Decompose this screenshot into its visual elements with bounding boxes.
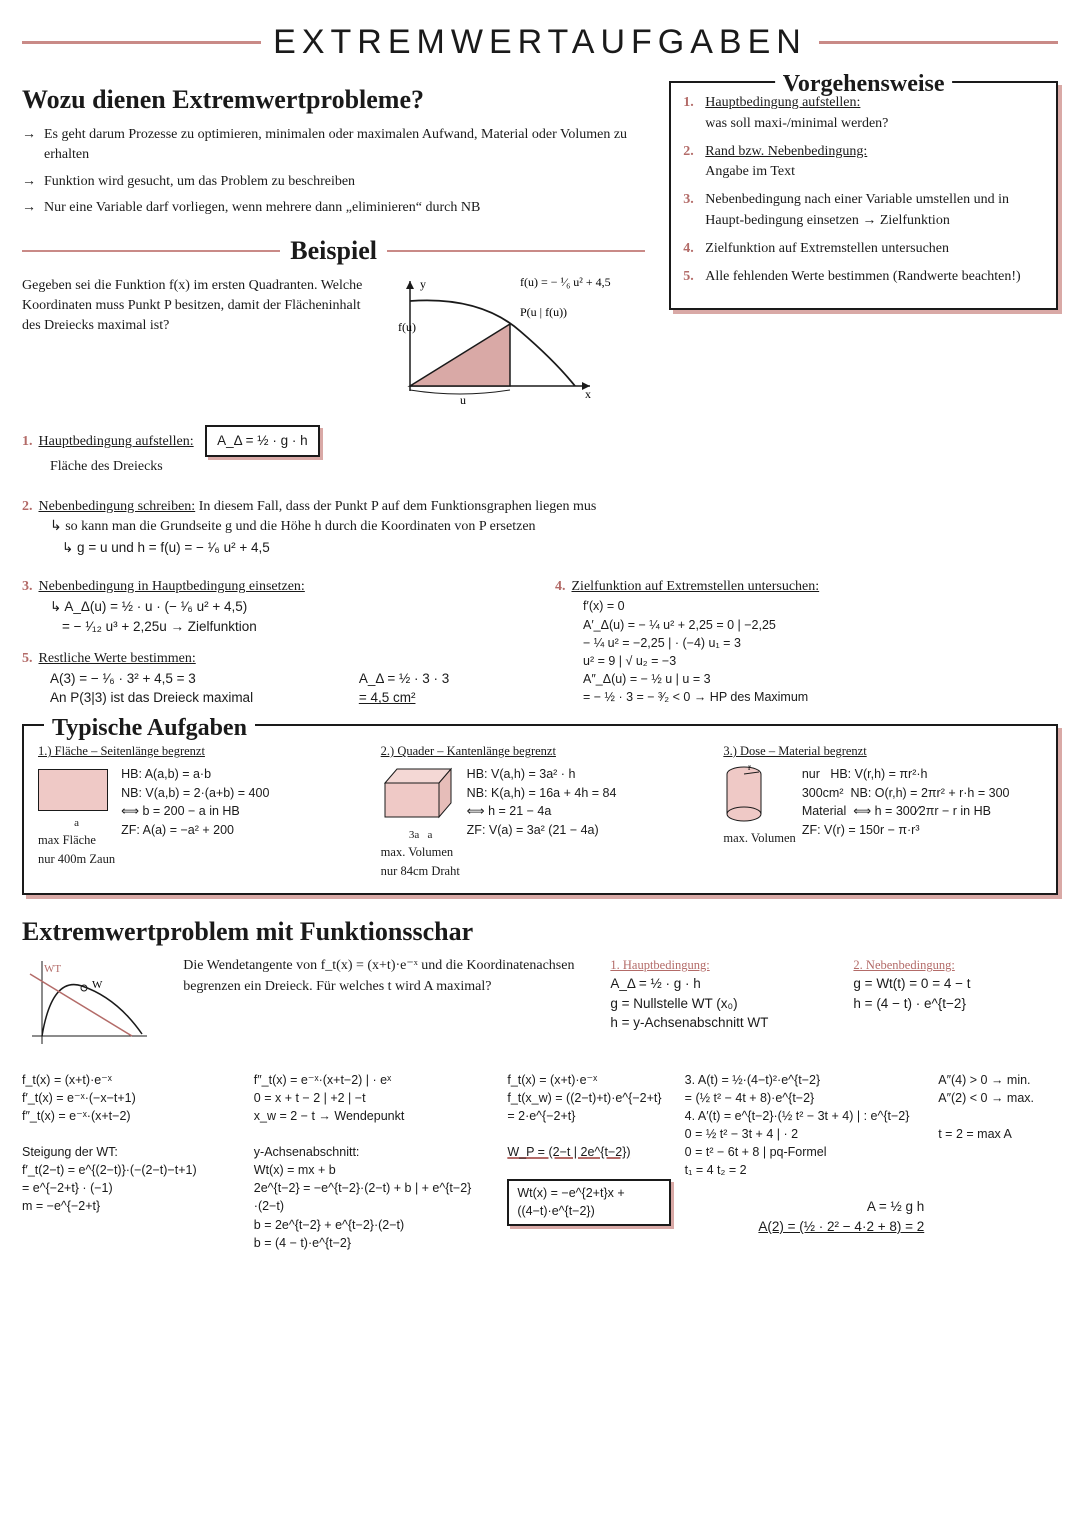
col-title: 3.) Dose – Material begrenzt xyxy=(723,742,1042,761)
schar-graph: WT W xyxy=(22,956,152,1051)
vg-step: Zielfunktion auf Extremstellen untersuch… xyxy=(705,241,949,256)
triangle-graph: f(u) u x y f(u) = − ¹⁄₆ u² + 4,5 P(u | f… xyxy=(390,276,600,406)
col-title: 2.) Quader – Kantenlänge begrenzt xyxy=(381,742,700,761)
page-title: EXTREMWERTAUFGABEN xyxy=(22,18,1058,67)
vg-step: Alle fehlenden Werte bestimmen (Randwert… xyxy=(705,269,1020,284)
vg-step: Rand bzw. Nebenbedingung: xyxy=(705,144,867,159)
step1-label: Hauptbedingung aufstellen: xyxy=(39,434,194,449)
intro-bullet: Nur eine Variable darf vorliegen, wenn m… xyxy=(22,198,645,218)
area-formula: A_Δ = ½ · g · h xyxy=(205,425,319,457)
svg-text:P(u | f(u)): P(u | f(u)) xyxy=(520,305,567,319)
schar-intro: Die Wendetangente von f_t(x) = (x+t)·e⁻ˣ… xyxy=(183,956,592,997)
intro-bullet: Funktion wird gesucht, um das Problem zu… xyxy=(22,172,645,192)
nb-head: 2. Nebenbedingung: xyxy=(853,956,1058,974)
schar-heading: Extremwertproblem mit Funktionsschar xyxy=(22,913,1058,951)
svg-text:f(u): f(u) xyxy=(398,320,416,334)
typisch-heading: Typische Aufgaben xyxy=(44,711,255,746)
cuboid-icon xyxy=(381,765,461,821)
intro-heading: Wozu dienen Extremwertprobleme? xyxy=(22,81,645,119)
step5-label: Restliche Werte bestimmen: xyxy=(39,651,196,666)
svg-text:r: r xyxy=(748,762,751,772)
step2-label: Nebenbedingung schreiben: xyxy=(39,499,196,514)
step1-sub: Fläche des Dreiecks xyxy=(22,459,163,474)
rect-icon xyxy=(38,769,108,811)
svg-text:u: u xyxy=(460,393,466,407)
beispiel-text: Gegeben sei die Funktion f(x) im ersten … xyxy=(22,276,380,337)
svg-text:f(u) = − ¹⁄₆ u² + 4,5: f(u) = − ¹⁄₆ u² + 4,5 xyxy=(520,275,611,289)
svg-text:WT: WT xyxy=(44,963,61,975)
vorgehen-box: Vorgehensweise Hauptbedingung aufstellen… xyxy=(669,81,1058,309)
hb-head: 1. Hauptbedingung: xyxy=(610,956,835,974)
svg-text:y: y xyxy=(420,277,426,291)
intro-bullet: Es geht darum Prozesse zu optimieren, mi… xyxy=(22,125,645,166)
beispiel-heading: Beispiel xyxy=(22,232,645,270)
vg-step: Hauptbedingung aufstellen: xyxy=(705,95,860,110)
step4-label: Zielfunktion auf Extremstellen untersuch… xyxy=(572,579,820,594)
vg-step: Nebenbedingung nach einer Variable umste… xyxy=(705,192,1009,227)
step3-label: Nebenbedingung in Hauptbedingung einsetz… xyxy=(39,579,305,594)
cylinder-icon: r xyxy=(723,765,765,823)
wt-box: Wt(x) = −e^{2+t}x + ((4−t)·e^{t−2}) xyxy=(507,1179,670,1225)
svg-text:x: x xyxy=(585,387,591,401)
svg-text:W: W xyxy=(92,979,103,991)
typisch-box: Typische Aufgaben 1.) Fläche – Seitenlän… xyxy=(22,724,1058,895)
